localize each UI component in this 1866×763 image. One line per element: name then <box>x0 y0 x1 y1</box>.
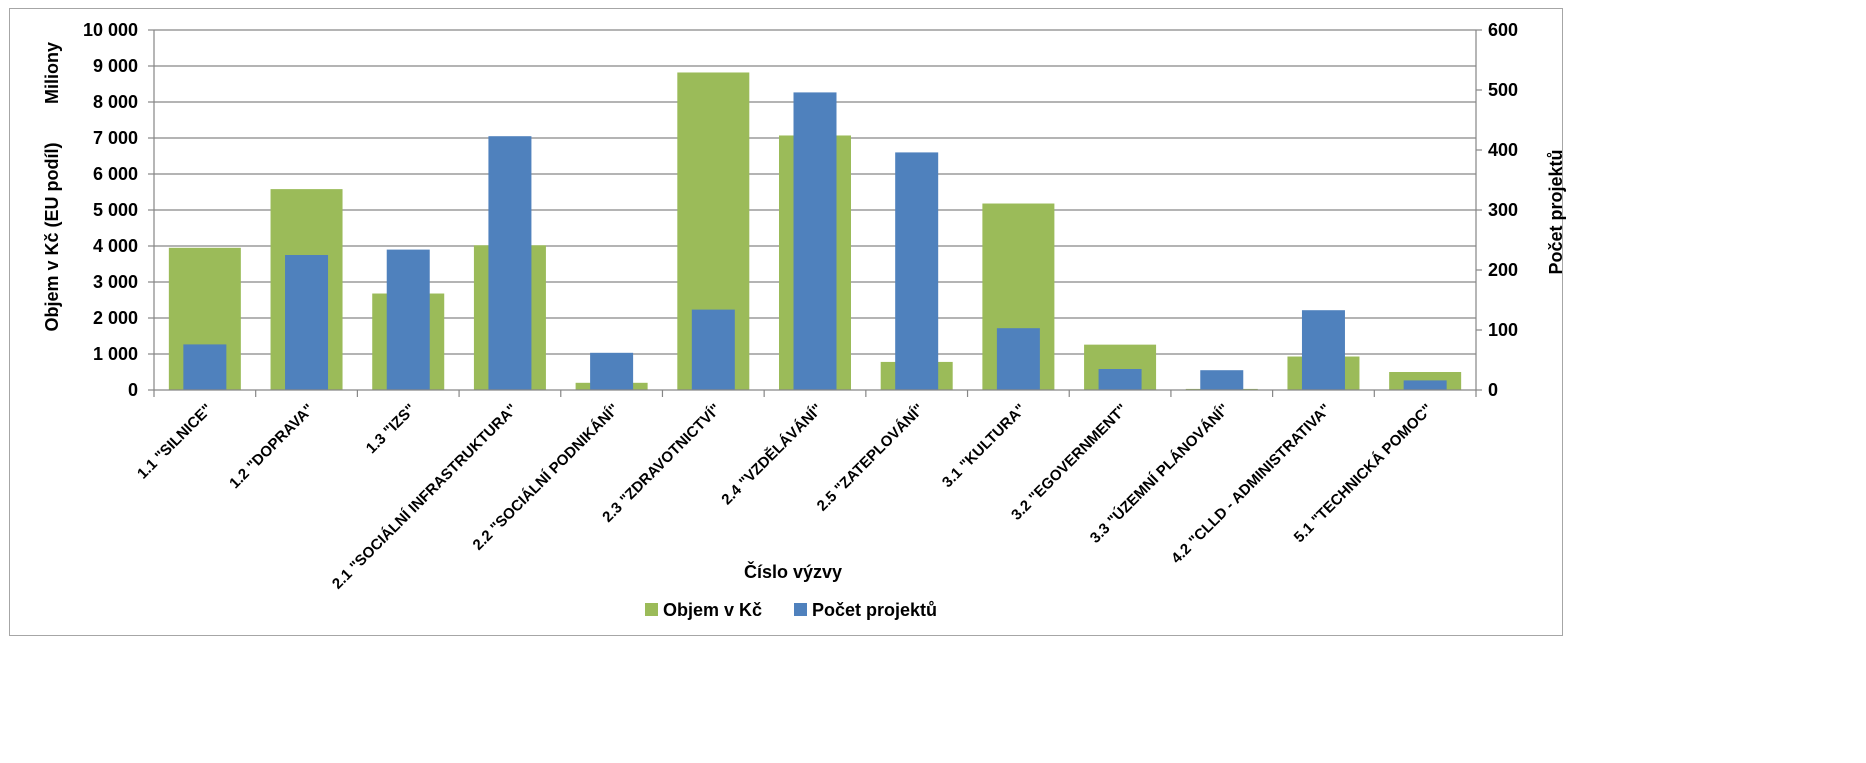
y-axis-title: Objem v Kč (EU podíl) <box>42 142 62 331</box>
left-tick-label: 2 000 <box>93 308 138 328</box>
bar-pocet <box>1301 310 1345 390</box>
bar-pocet <box>285 255 329 390</box>
left-tick-label: 4 000 <box>93 236 138 256</box>
right-tick-label: 0 <box>1488 380 1498 400</box>
left-tick-label: 7 000 <box>93 128 138 148</box>
legend-swatch-pocet <box>794 603 807 616</box>
bar-pocet <box>1403 380 1447 390</box>
category-label: 3.2 "EGOVERNMENT" <box>1008 401 1131 524</box>
right-tick-label: 100 <box>1488 320 1518 340</box>
right-tick-label: 500 <box>1488 80 1518 100</box>
axes <box>148 29 1482 397</box>
left-tick-label: 10 000 <box>83 20 138 40</box>
legend-swatch-objem <box>645 603 658 616</box>
left-tick-label: 1 000 <box>93 344 138 364</box>
bar-pocet <box>793 92 837 391</box>
bar-pocet <box>183 344 227 390</box>
category-label: 2.1 "SOCIÁLNÍ INFRASTRUKTURA" <box>329 401 521 593</box>
chart: 0 1 000 2 000 3 000 4 000 5 000 6 000 7 000 8 00… <box>42 20 1566 620</box>
legend-label-objem: Objem v Kč <box>663 600 762 620</box>
x-axis-title: Číslo výzvy <box>744 561 842 582</box>
right-tick-label: 400 <box>1488 140 1518 160</box>
bar-pocet <box>590 352 634 390</box>
category-label: 2.4 "VZDĚLÁVÁNÍ" <box>718 400 826 508</box>
category-label: 2.3 "ZDRAVOTNICTVÍ" <box>599 401 724 526</box>
left-axis-tick-labels: 0 1 000 2 000 3 000 4 000 5 000 6 000 7 000 8 00… <box>83 20 138 400</box>
series-pocet-bars <box>183 92 1447 391</box>
y2-axis-title: Počet projektů <box>1546 149 1566 274</box>
left-tick-label: 0 <box>128 380 138 400</box>
category-label: 1.3 "IZS" <box>363 401 419 457</box>
right-axis-tick-labels: 0 100 200 300 400 500 600 <box>1488 20 1518 400</box>
left-tick-label: 5 000 <box>93 200 138 220</box>
legend-label-pocet: Počet projektů <box>812 600 937 620</box>
bar-pocet <box>691 309 735 390</box>
bar-pocet <box>1200 370 1244 390</box>
category-label: 1.1 "SILNICE" <box>134 401 216 483</box>
right-tick-label: 600 <box>1488 20 1518 40</box>
category-label: 3.1 "KULTURA" <box>939 401 1029 491</box>
category-label: 1.2 "DOPRAVA" <box>226 401 317 492</box>
y-axis-unit: Miliony <box>42 42 62 104</box>
bar-pocet <box>895 152 939 390</box>
bar-pocet <box>996 328 1040 390</box>
left-tick-label: 6 000 <box>93 164 138 184</box>
bar-pocet <box>386 249 430 390</box>
right-tick-label: 300 <box>1488 200 1518 220</box>
bar-pocet <box>1098 369 1142 390</box>
bar-pocet <box>488 136 532 390</box>
left-tick-label: 3 000 <box>93 272 138 292</box>
category-label: 4.2 "CLLD - ADMINISTRATIVA" <box>1168 401 1334 567</box>
category-label: 2.5 "ZATEPLOVÁNÍ" <box>814 401 928 515</box>
left-tick-label: 9 000 <box>93 56 138 76</box>
left-tick-label: 8 000 <box>93 92 138 112</box>
right-tick-label: 200 <box>1488 260 1518 280</box>
legend: Objem v Kč Počet projektů <box>645 600 937 620</box>
